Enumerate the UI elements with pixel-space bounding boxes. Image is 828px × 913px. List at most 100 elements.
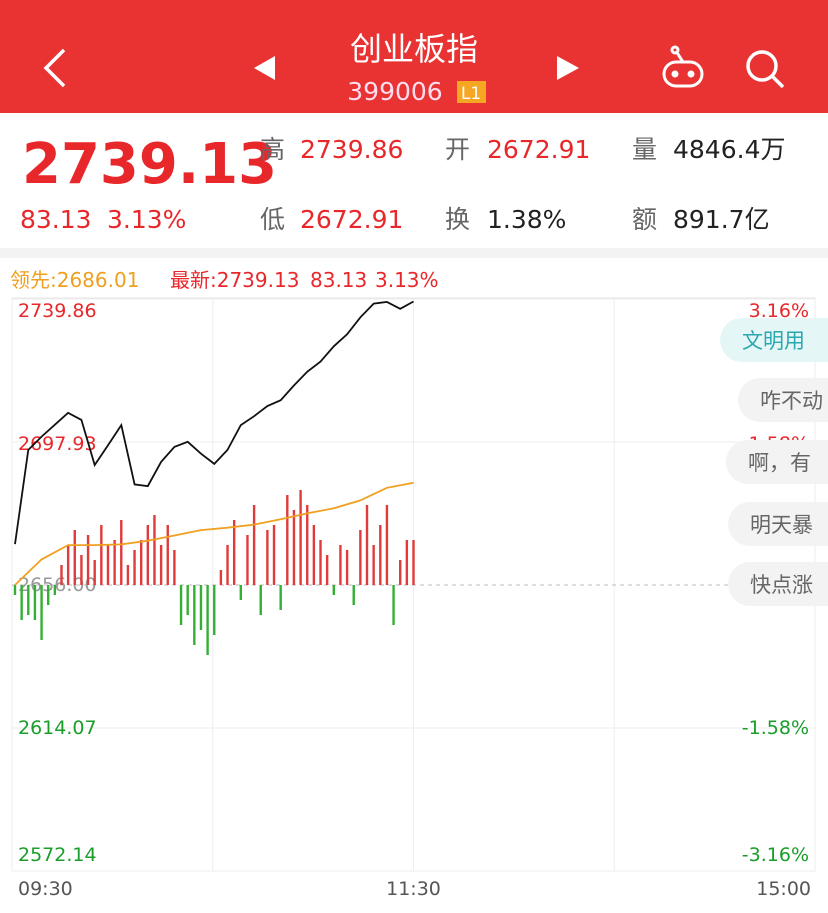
bar (206, 585, 209, 655)
code: 399006 (347, 77, 442, 106)
lead-legend: 领先:2686.01 (10, 268, 139, 292)
bar (232, 520, 236, 585)
badge: L1 (461, 84, 481, 104)
bar (73, 530, 76, 585)
bar (252, 505, 256, 585)
bar (40, 585, 43, 640)
bar (286, 495, 289, 585)
stat-value: 2672.91 (487, 135, 590, 164)
search-icon[interactable] (746, 50, 785, 89)
lead-line (14, 481, 414, 586)
stat-label: 低 (260, 205, 285, 234)
comment-text: 文明用 (742, 329, 805, 353)
bar (179, 585, 183, 625)
y-tick-label: 2697.93 (18, 433, 97, 455)
prev-button[interactable] (254, 56, 275, 80)
bar (93, 560, 96, 585)
stat-value: 891.7亿 (673, 205, 770, 234)
latest-legend: 最新:2739.13 (170, 268, 299, 292)
comment-chip (728, 502, 828, 546)
stat-value: 4846.4万 (673, 135, 785, 164)
bar (120, 520, 123, 585)
bar (246, 535, 249, 585)
price-line (14, 300, 414, 545)
bar (272, 525, 276, 585)
x-tick-label: 09:30 (18, 878, 73, 900)
bar (392, 585, 395, 625)
bar (345, 550, 349, 585)
bar (27, 585, 30, 615)
header-bar (0, 0, 828, 113)
bar (299, 490, 302, 585)
comment-text: 快点涨 (750, 573, 813, 597)
stat-label: 额 (632, 205, 657, 234)
bar (213, 585, 216, 635)
pct-tick-label: 3.16% (749, 300, 809, 322)
bar (339, 545, 342, 585)
bar (399, 560, 402, 585)
bar (139, 540, 143, 585)
bar (259, 585, 262, 615)
latest-change: 83.13 (310, 268, 367, 292)
stat-value: 2672.91 (300, 205, 403, 234)
x-tick-label: 11:30 (386, 878, 441, 900)
bar (279, 585, 282, 610)
bar (365, 505, 369, 585)
price: 2739.13 (22, 132, 277, 197)
badge-bg (457, 81, 486, 103)
stat-value: 1.38% (487, 205, 566, 234)
latest-pct: 3.13% (375, 268, 439, 292)
stat-value: 2739.86 (300, 135, 403, 164)
pct: 3.13% (107, 205, 186, 234)
comment-chip (728, 562, 828, 606)
bar (193, 585, 196, 645)
divider (0, 248, 828, 258)
bar (100, 525, 103, 585)
y-tick-label: 2572.14 (18, 844, 97, 866)
bar (385, 505, 389, 585)
comment-text: 咋不动 (760, 389, 823, 413)
y-tick-label: 2656.00 (18, 574, 97, 596)
bar (319, 540, 322, 585)
bar (372, 545, 375, 585)
bar (33, 585, 37, 620)
y-tick-label: 2739.86 (18, 300, 97, 322)
comment-text: 明天暴 (750, 513, 813, 537)
stat-label: 高 (260, 135, 285, 164)
bar (60, 565, 63, 585)
bar (133, 550, 136, 585)
bar (126, 565, 130, 585)
x-tick-label: 15:00 (756, 878, 811, 900)
bar (226, 545, 229, 585)
bar (405, 540, 409, 585)
bar (379, 525, 382, 585)
stat-label: 换 (445, 205, 470, 234)
pct-tick-label: -3.16% (742, 844, 809, 866)
bar (166, 525, 169, 585)
comment-chip (726, 440, 828, 484)
y-tick-label: 2614.07 (18, 717, 97, 739)
robot-icon[interactable] (662, 45, 704, 88)
bar (332, 585, 335, 595)
bar (20, 585, 23, 620)
bar (66, 545, 70, 585)
bar (86, 535, 90, 585)
change: 83.13 (20, 205, 92, 234)
bar (80, 555, 83, 585)
bar (47, 585, 50, 605)
bar (113, 540, 116, 585)
back-button[interactable] (43, 48, 66, 88)
bar (219, 570, 223, 585)
bar (352, 585, 355, 605)
bar (146, 525, 150, 585)
bar (13, 585, 17, 595)
next-button[interactable] (557, 56, 579, 80)
stat-label: 开 (445, 135, 470, 164)
bar (266, 530, 269, 585)
bar (159, 545, 163, 585)
bar (412, 540, 415, 585)
bar (325, 555, 329, 585)
bar (106, 545, 110, 585)
bar (312, 525, 316, 585)
